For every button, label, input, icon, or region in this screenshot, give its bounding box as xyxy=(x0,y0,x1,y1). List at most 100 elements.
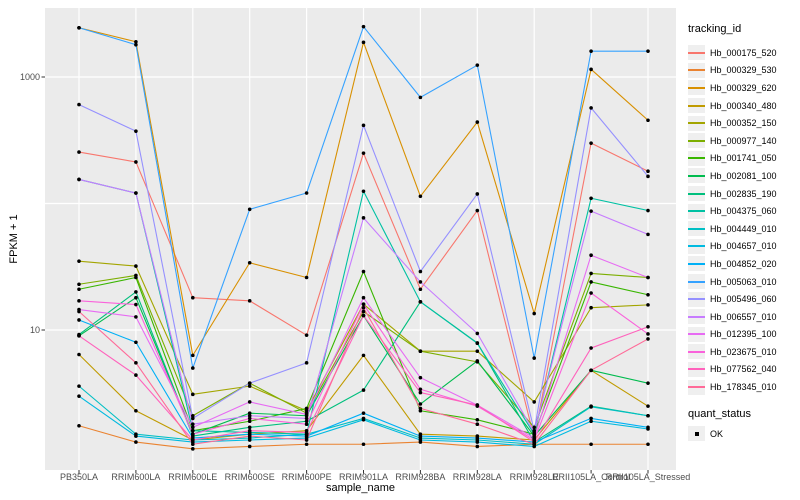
x-tick-label: PB350LA xyxy=(60,472,98,482)
x-tick-label: RRIM600SE xyxy=(225,472,275,482)
data-point xyxy=(475,403,480,407)
data-point xyxy=(418,287,423,292)
legend-line-icon xyxy=(688,210,705,213)
data-point xyxy=(134,42,138,47)
data-point xyxy=(247,425,252,430)
data-point xyxy=(134,39,138,44)
legend-item-Hb_004852_020: Hb_004852_020 xyxy=(688,255,800,273)
legend-key-swatch xyxy=(688,62,705,78)
legend-item-Hb_002835_190: Hb_002835_190 xyxy=(688,185,800,203)
data-point xyxy=(361,216,366,220)
data-point xyxy=(589,196,593,201)
legend-line-icon xyxy=(688,104,705,107)
data-point xyxy=(361,189,366,194)
legend-label: Hb_005063_010 xyxy=(710,276,777,287)
data-point xyxy=(646,232,650,237)
legend-label: Hb_000352_150 xyxy=(710,118,777,129)
legend-line-icon xyxy=(688,350,705,353)
data-point xyxy=(247,416,252,421)
x-tick-label: RRIM928LE xyxy=(510,472,559,482)
data-point xyxy=(247,381,252,385)
data-point xyxy=(77,333,81,338)
legend-line-icon xyxy=(688,227,705,230)
data-point xyxy=(646,332,650,336)
x-tick-label: RRIM600LE xyxy=(168,472,217,482)
legend-key-swatch xyxy=(688,115,705,131)
data-point xyxy=(361,24,366,29)
legend-label: Hb_023675_010 xyxy=(710,346,777,357)
data-point xyxy=(589,67,593,72)
data-point xyxy=(532,430,536,435)
data-point xyxy=(475,359,480,363)
data-point xyxy=(361,411,366,415)
legend-label: Hb_000329_530 xyxy=(710,65,777,76)
data-point xyxy=(191,428,195,433)
data-point xyxy=(191,438,195,442)
legend-item-Hb_000175_520: Hb_000175_520 xyxy=(688,44,800,62)
data-point xyxy=(589,305,593,310)
data-point xyxy=(589,49,593,53)
data-point xyxy=(304,434,309,438)
y-tick-label: 1000 xyxy=(20,72,40,82)
data-point xyxy=(418,434,423,438)
data-point xyxy=(361,295,366,300)
data-point xyxy=(77,309,81,314)
data-point xyxy=(361,123,366,128)
data-point xyxy=(134,361,138,365)
data-point xyxy=(646,442,650,447)
data-point xyxy=(589,280,593,284)
data-point xyxy=(191,416,195,421)
data-point xyxy=(77,102,81,107)
legend-key-swatch xyxy=(688,168,705,184)
data-point xyxy=(418,280,423,284)
data-point xyxy=(134,275,138,280)
data-point xyxy=(418,406,423,411)
data-point xyxy=(475,444,480,449)
data-point xyxy=(77,150,81,154)
legend-key-swatch xyxy=(688,326,705,342)
legend-label: Hb_004449_010 xyxy=(710,223,777,234)
legend-label: Hb_178345_010 xyxy=(710,382,777,393)
legend-item-Hb_004375_060: Hb_004375_060 xyxy=(688,202,800,220)
x-tick-label: RRIM600PE xyxy=(282,472,332,482)
legend-items: Hb_000175_520 Hb_000329_530 Hb_000329_620 H… xyxy=(688,44,800,396)
data-point xyxy=(475,208,480,213)
legend-line-icon xyxy=(688,245,705,248)
legend-item-Hb_005496_060: Hb_005496_060 xyxy=(688,290,800,308)
legend-key-swatch xyxy=(688,361,705,377)
legend-line-icon xyxy=(688,333,705,336)
y-tick-label: 10 xyxy=(30,325,40,335)
data-point xyxy=(247,299,252,303)
data-point xyxy=(134,295,138,300)
legend-item-Hb_004657_010: Hb_004657_010 xyxy=(688,238,800,256)
data-point xyxy=(589,106,593,110)
legend-line-icon xyxy=(688,315,705,318)
legend-item-Hb_077562_040: Hb_077562_040 xyxy=(688,361,800,379)
data-point xyxy=(247,438,252,442)
data-point xyxy=(191,432,195,437)
data-point xyxy=(475,331,480,336)
data-point xyxy=(304,438,309,442)
data-point xyxy=(418,269,423,274)
data-point xyxy=(589,368,593,373)
data-point xyxy=(361,418,366,422)
data-point xyxy=(646,324,650,329)
data-point xyxy=(247,444,252,449)
legend-label: Hb_012395_100 xyxy=(710,329,777,340)
data-point xyxy=(475,120,480,124)
legend-title-quant-status: quant_status xyxy=(688,407,751,420)
data-point xyxy=(361,269,366,274)
data-point xyxy=(191,425,195,430)
data-point xyxy=(304,419,309,424)
data-point xyxy=(77,352,81,357)
data-point xyxy=(247,400,252,404)
data-point xyxy=(532,442,536,447)
legend-key-swatch xyxy=(688,256,705,272)
data-point xyxy=(646,49,650,53)
legend-key-swatch xyxy=(688,274,705,290)
data-point xyxy=(475,418,480,422)
data-point xyxy=(646,174,650,179)
legend-item-Hb_000352_150: Hb_000352_150 xyxy=(688,114,800,132)
data-point xyxy=(361,151,366,155)
